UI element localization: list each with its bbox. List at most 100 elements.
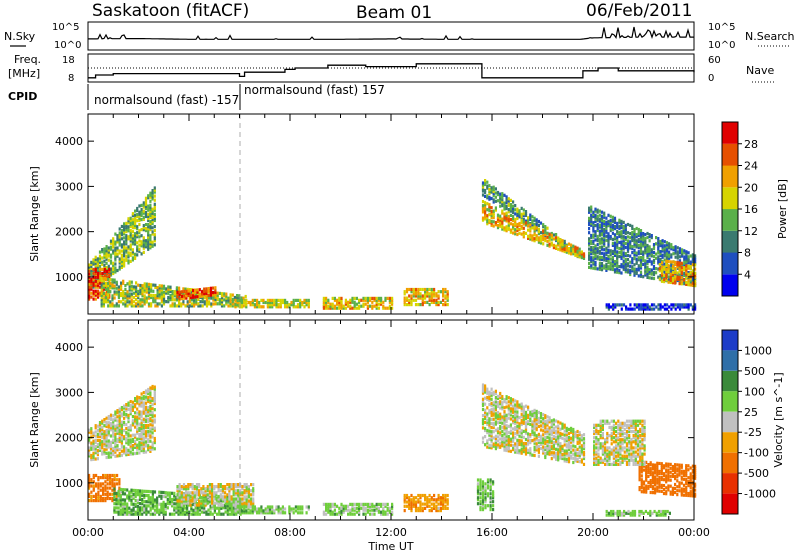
power-cell xyxy=(570,247,573,252)
vel-cell xyxy=(127,448,130,452)
vel-cell xyxy=(494,440,497,445)
power-cell xyxy=(88,279,91,283)
power-cell xyxy=(331,302,334,306)
power-cell xyxy=(565,250,568,254)
power-cell xyxy=(499,200,502,204)
power-cell xyxy=(678,305,682,309)
vel-cell xyxy=(213,485,216,489)
power-cell xyxy=(101,271,104,275)
power-cell xyxy=(618,265,621,269)
power-cell xyxy=(622,251,625,255)
vel-cell xyxy=(251,505,254,509)
vel-cell xyxy=(145,493,148,498)
vel-cell xyxy=(136,500,139,504)
power-cell xyxy=(650,270,653,274)
power-cell xyxy=(596,224,599,228)
vel-cell xyxy=(512,414,515,418)
power-cell xyxy=(115,302,118,306)
vel-cell xyxy=(168,497,172,501)
vel-cell xyxy=(98,423,102,427)
power-cell xyxy=(594,244,597,248)
vel-cell xyxy=(228,512,231,516)
power-cell xyxy=(223,294,226,298)
power-cell xyxy=(153,202,156,206)
power-cell xyxy=(503,226,506,230)
power-cell xyxy=(129,237,132,241)
vel-cell xyxy=(116,431,119,435)
power-cell xyxy=(650,248,653,252)
power-cell xyxy=(94,271,97,275)
vel-cell xyxy=(292,507,295,511)
vel-cell xyxy=(509,439,512,443)
power-cell xyxy=(507,199,510,203)
vel-cell xyxy=(142,395,145,399)
power-cell xyxy=(590,241,593,246)
power-cell xyxy=(588,231,591,235)
vel-cell xyxy=(215,501,218,505)
power-cell xyxy=(99,281,102,285)
vel-cell xyxy=(105,439,108,443)
power-cell xyxy=(156,304,159,308)
power-cell xyxy=(635,245,638,249)
power-cell xyxy=(607,254,610,258)
power-cell xyxy=(112,243,115,247)
power-cell xyxy=(90,268,93,272)
power-cell xyxy=(115,286,118,290)
power-cell xyxy=(139,283,142,288)
vel-cell xyxy=(439,498,442,502)
power-cell xyxy=(149,215,152,220)
power-cell xyxy=(242,296,245,300)
power-cell xyxy=(178,286,181,290)
vel-cell xyxy=(149,413,152,417)
power-cell xyxy=(522,233,525,237)
vel-cell xyxy=(338,506,341,510)
vel-cell xyxy=(90,490,93,494)
vel-cell xyxy=(419,496,422,500)
vel-cell xyxy=(228,501,231,505)
vel-cell xyxy=(507,424,510,428)
power-cell xyxy=(128,292,131,296)
power-cell xyxy=(154,294,157,298)
power-cell xyxy=(140,213,143,218)
power-cell xyxy=(171,294,174,298)
power-cell xyxy=(624,266,627,270)
power-cell xyxy=(516,216,519,221)
vel-cell xyxy=(228,493,231,497)
power-cell xyxy=(107,277,110,281)
power-cell xyxy=(120,253,123,257)
vel-cell xyxy=(102,476,105,480)
power-cell xyxy=(666,307,669,311)
power-cell xyxy=(279,305,282,309)
power-cell xyxy=(652,272,656,277)
power-cell xyxy=(633,273,636,277)
power-cell xyxy=(198,288,201,292)
power-cell xyxy=(142,250,145,254)
vel-cell xyxy=(173,491,176,495)
power-cell xyxy=(486,196,489,200)
power-cell xyxy=(648,270,651,274)
power-cell xyxy=(674,249,677,253)
vel-cell xyxy=(505,442,508,446)
power-cell xyxy=(644,245,647,249)
power-cell xyxy=(646,275,649,279)
power-cell xyxy=(535,228,538,232)
power-cell xyxy=(96,261,99,265)
vel-cell xyxy=(408,500,411,504)
power-cell xyxy=(490,223,493,227)
vel-cell xyxy=(496,415,500,419)
power-cell xyxy=(590,205,593,209)
vel-cell xyxy=(153,387,156,391)
vel-cell xyxy=(226,493,229,497)
vel-cell xyxy=(109,476,112,480)
power-cell xyxy=(288,305,291,309)
vel-cell xyxy=(514,444,517,448)
vel-cell xyxy=(164,493,167,497)
nsky-panel: N.Sky 10^5 10^0 10^5 10^0 N.Search xyxy=(4,21,795,51)
power-cell xyxy=(663,252,666,256)
vel-cell xyxy=(94,430,97,434)
vel-cell xyxy=(127,442,130,446)
vel-cell xyxy=(127,401,130,405)
power-cell xyxy=(214,290,217,294)
vel-cell xyxy=(97,494,100,498)
power-cell xyxy=(140,228,143,232)
